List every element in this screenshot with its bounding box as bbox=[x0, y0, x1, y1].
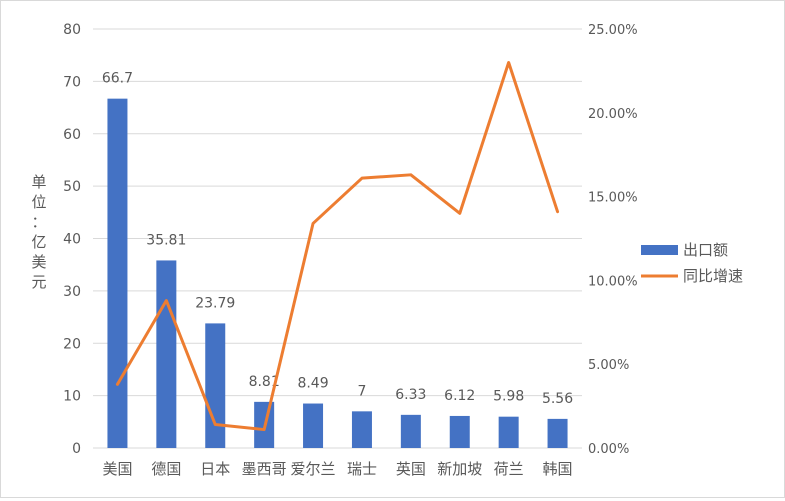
bar-data-label: 5.56 bbox=[542, 391, 573, 407]
x-tick-label: 墨西哥 bbox=[242, 460, 287, 478]
legend-swatch-bar bbox=[641, 245, 678, 255]
x-tick-label: 荷兰 bbox=[494, 460, 524, 478]
y2-tick-label: 25.00% bbox=[588, 23, 638, 38]
bar bbox=[499, 417, 519, 448]
bar bbox=[450, 416, 470, 448]
y-tick-label: 70 bbox=[63, 74, 81, 90]
bar-data-label: 6.33 bbox=[395, 387, 426, 403]
x-tick-label: 美国 bbox=[102, 460, 132, 478]
legend-label: 出口额 bbox=[683, 241, 728, 259]
y-tick-label: 20 bbox=[63, 336, 81, 352]
x-tick-label: 新加坡 bbox=[437, 460, 482, 478]
y-axis-title: 单位：亿美元 bbox=[31, 173, 46, 291]
bar-data-label: 7 bbox=[357, 383, 366, 399]
bar-data-label: 35.81 bbox=[146, 232, 186, 248]
bar-data-label: 5.98 bbox=[493, 389, 524, 405]
y-tick-label: 0 bbox=[72, 441, 81, 457]
x-tick-label: 日本 bbox=[200, 460, 230, 478]
y2-tick-label: 15.00% bbox=[588, 191, 638, 206]
x-tick-label: 爱尔兰 bbox=[291, 460, 336, 478]
y-axis-title-text: 单位：亿美元 bbox=[31, 173, 46, 291]
y-tick-label: 30 bbox=[63, 284, 81, 300]
bar bbox=[303, 404, 323, 448]
x-axis-ticks: 美国 德国 日本墨西哥爱尔兰瑞士 英国新加坡荷兰 韩国 bbox=[102, 460, 572, 478]
x-tick-label: 德国 bbox=[151, 460, 181, 478]
bar bbox=[205, 323, 225, 448]
bar bbox=[548, 419, 568, 448]
bar bbox=[401, 415, 421, 448]
x-tick-label: 英国 bbox=[396, 460, 426, 478]
y-tick-label: 40 bbox=[63, 232, 81, 248]
bar bbox=[156, 260, 176, 448]
y-axis-right-ticks: 0.00% 5.00% 10.00% 15.00% 20.00% 25.00% bbox=[588, 23, 638, 457]
y-tick-label: 60 bbox=[63, 127, 81, 143]
y-tick-label: 10 bbox=[63, 389, 81, 405]
y-tick-label: 80 bbox=[63, 22, 81, 38]
y2-tick-label: 5.00% bbox=[588, 358, 629, 373]
bar-data-label: 8.49 bbox=[297, 376, 328, 392]
y2-tick-label: 10.00% bbox=[588, 274, 638, 289]
bar-data-label: 23.79 bbox=[195, 295, 235, 311]
x-tick-label: 韩国 bbox=[543, 460, 573, 478]
legend-label: 同比增速 bbox=[683, 267, 743, 285]
y-tick-label: 50 bbox=[63, 179, 81, 195]
bar bbox=[107, 99, 127, 448]
y2-tick-label: 0.00% bbox=[588, 442, 629, 457]
y-axis-left-ticks: 0 10 20 30 40 50 60 70 80 bbox=[63, 22, 81, 457]
y2-tick-label: 20.00% bbox=[588, 107, 638, 122]
bar bbox=[352, 411, 372, 448]
bar-data-label: 6.12 bbox=[444, 388, 475, 404]
x-tick-label: 瑞士 bbox=[347, 460, 377, 478]
bar-data-label: 66.7 bbox=[102, 71, 133, 87]
